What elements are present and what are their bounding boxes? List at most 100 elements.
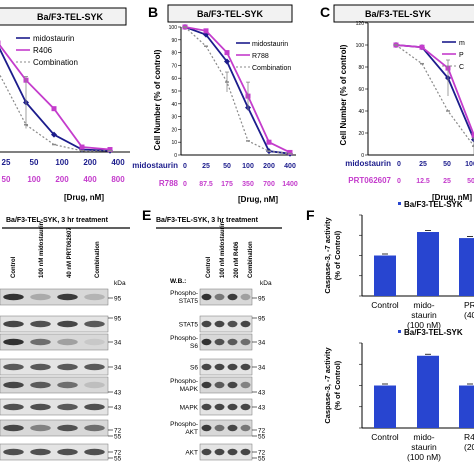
panel-a: Ba/F3-TEL-SYK midostaurin R406 Combination 2… <box>0 7 130 202</box>
blot-band <box>84 338 105 346</box>
legend-label: m <box>459 40 465 47</box>
lane-label: 200 nM R406 <box>234 241 240 278</box>
kda-label: 55 <box>114 434 122 441</box>
blot-band <box>227 381 238 389</box>
kda-label: 72 <box>114 450 122 457</box>
category-label: mido- <box>413 432 434 442</box>
blot-band <box>201 338 212 346</box>
chart-title: Ba/F3-TEL-SYK <box>197 9 264 19</box>
data-point <box>419 44 425 50</box>
y-tick-label: 60 <box>358 87 364 93</box>
bar <box>417 232 439 296</box>
tick-label: 700 <box>263 181 275 188</box>
blot-band <box>214 424 225 432</box>
kda-label: 95 <box>114 316 122 323</box>
x-axis-label: [Drug, nM] <box>432 193 472 202</box>
blot-band <box>57 403 78 411</box>
bar <box>417 355 439 428</box>
blot-strip <box>0 288 109 306</box>
series-line-0 <box>395 44 474 140</box>
y-axis-label: Caspase-3, -7 activity <box>323 347 332 424</box>
blot-band <box>227 403 238 411</box>
tick-label: 50 <box>2 175 11 184</box>
legend-label: Combination <box>33 58 78 67</box>
y-tick-label: 20 <box>171 127 177 133</box>
tick-label: 100 <box>55 158 69 167</box>
y-tick-label: 80 <box>358 65 364 71</box>
panel-letter: C <box>320 4 330 20</box>
row-label: Phospho- <box>170 335 198 342</box>
blot-band <box>227 293 238 301</box>
y-axis-label: Cell Number (% of control) <box>339 44 348 145</box>
blot-band <box>30 338 51 346</box>
title-box <box>333 4 474 23</box>
row-label: Phospho- <box>170 290 198 297</box>
panel-d: Ba/F3-TEL-SYK, 3 hr treatment Control 100 … <box>0 217 130 463</box>
blot-band <box>3 424 24 432</box>
blot-strip <box>0 315 109 333</box>
tick-label: 200 <box>83 158 97 167</box>
y-axis-label: (% of Control) <box>333 230 342 280</box>
kda-label: 55 <box>114 456 122 463</box>
y-tick-label: 50 <box>171 89 177 95</box>
category-label: staurin <box>411 310 437 320</box>
y-tick-label: 0 <box>174 153 177 159</box>
legend-label: midostaurin <box>252 41 288 48</box>
lane-label: 40 nM PRT062607 <box>67 227 73 278</box>
tick-label: 1400 <box>282 181 298 188</box>
tick-label: 0 <box>397 161 401 168</box>
series-line-2 <box>184 26 291 155</box>
lane-label: 100 nM midostaurin <box>220 221 226 278</box>
blot-band <box>3 338 24 346</box>
tick-label: 50 <box>223 163 231 170</box>
blot-band <box>227 448 238 456</box>
chart-title: Ba/F3-TEL-SYK <box>365 9 432 19</box>
kda-label: 72 <box>258 450 266 457</box>
category-label: mido- <box>413 300 434 310</box>
blot-band <box>240 320 251 328</box>
category-label: Control <box>371 432 399 442</box>
blot-band <box>84 381 105 389</box>
series-line-0 <box>0 47 111 152</box>
tick-label: 350 <box>242 181 254 188</box>
bar <box>374 255 396 296</box>
kda-label: 95 <box>258 296 266 303</box>
x-axis-label: [Drug, nM] <box>64 193 104 202</box>
tick-label: 100 <box>27 175 41 184</box>
series-line-1 <box>395 44 474 136</box>
blot-band <box>57 320 78 328</box>
blot-band <box>84 403 105 411</box>
kda-label: 72 <box>258 428 266 435</box>
blot-band <box>201 381 212 389</box>
kda-header: kDa <box>114 280 126 287</box>
kda-label: 95 <box>258 316 266 323</box>
blot-band <box>3 403 24 411</box>
lane-label: 100 nM midostaurin <box>39 221 45 278</box>
blot-strip <box>199 376 253 394</box>
row-label: STAT5 <box>179 322 199 329</box>
legend-swatch <box>398 330 401 333</box>
blot-band <box>30 320 51 328</box>
panel-b: B Ba/F3-TEL-SYK Cell Number (% of control)… <box>132 4 298 204</box>
data-point <box>51 106 57 112</box>
blot-title: Ba/F3-TEL-SYK, 3 hr treatment <box>156 217 259 224</box>
panel-e: E Ba/F3-TEL-SYK, 3 hr treatment W.B.: Contr… <box>142 207 282 463</box>
data-point <box>0 40 1 46</box>
y-tick-label: 40 <box>358 109 364 115</box>
row-label: AKT <box>185 450 198 457</box>
blot-band <box>240 363 251 371</box>
series-line-1 <box>184 26 291 154</box>
blot-title: Ba/F3-TEL-SYK, 3 hr treatment <box>6 217 109 224</box>
blot-band <box>201 293 212 301</box>
tick-label: 0 <box>183 163 187 170</box>
kda-label: 34 <box>114 365 122 372</box>
row-label: Phospho- <box>170 378 198 385</box>
kda-label: 95 <box>114 296 122 303</box>
lane-label: Control <box>206 256 212 278</box>
kda-label: 43 <box>258 405 266 412</box>
tick-label: 25 <box>202 163 210 170</box>
blot-band <box>57 448 78 456</box>
blot-band <box>57 338 78 346</box>
y-tick-label: 90 <box>171 38 177 44</box>
data-point <box>107 147 113 153</box>
